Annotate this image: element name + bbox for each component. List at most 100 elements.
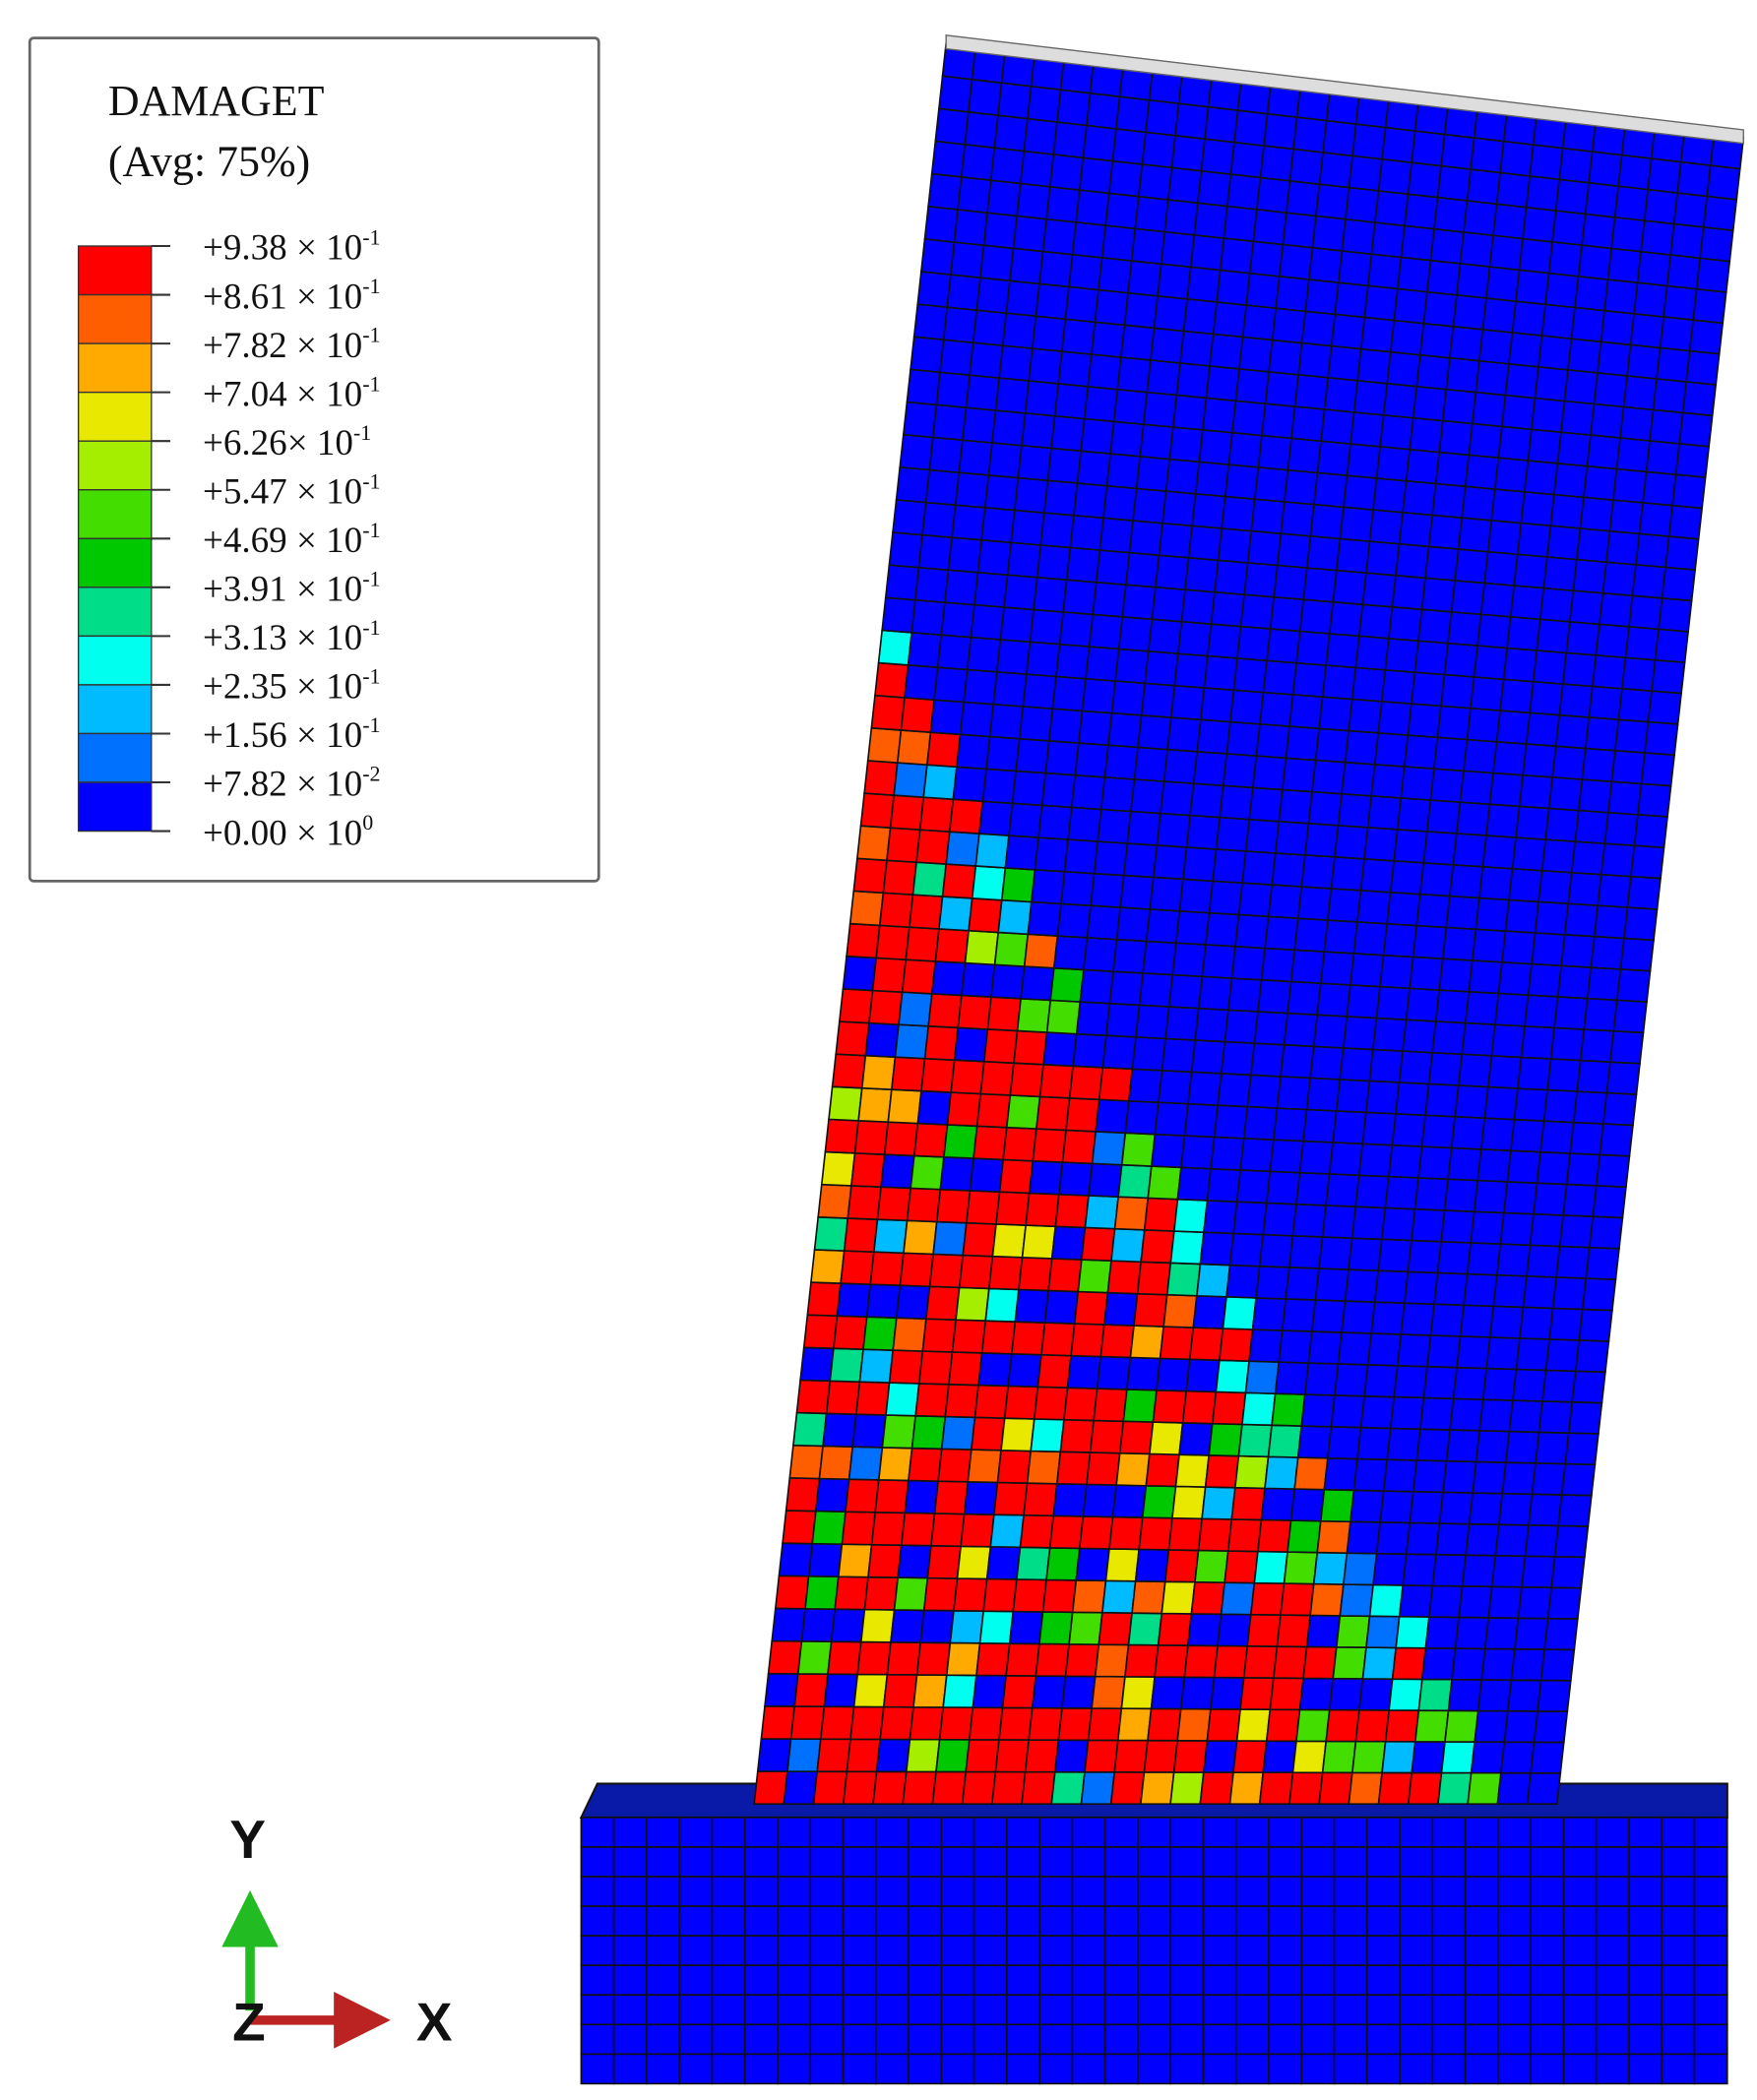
wall-element	[1050, 1770, 1086, 1806]
wall-element	[1384, 1709, 1420, 1743]
wall-element	[1411, 130, 1446, 167]
base-element	[1399, 1876, 1434, 1907]
wall-element	[1269, 595, 1305, 633]
wall-element	[946, 1091, 982, 1128]
wall-element	[1440, 133, 1475, 170]
wall-element	[1238, 336, 1274, 373]
wall-element	[1315, 183, 1350, 220]
label-exponent: 0	[362, 810, 373, 834]
base-element	[842, 1935, 877, 1967]
wall-element	[1053, 382, 1090, 420]
wall-element	[1108, 970, 1145, 1007]
wall-element	[1348, 1771, 1383, 1806]
wall-element	[1082, 1483, 1118, 1518]
base-element	[1038, 1964, 1074, 1997]
wall-element	[1172, 1198, 1209, 1234]
wall-element	[847, 1185, 882, 1221]
wall-element	[1153, 294, 1189, 333]
base-element	[1103, 2023, 1139, 2056]
wall-element	[1087, 1707, 1123, 1742]
wall-element	[1108, 1515, 1144, 1551]
wall-element	[1225, 173, 1262, 211]
base-element	[612, 1935, 648, 1967]
wall-element	[1476, 1148, 1512, 1183]
base-element	[777, 1846, 812, 1878]
base-element	[1333, 1994, 1368, 2026]
wall-element	[1470, 1210, 1505, 1245]
base-element	[875, 1876, 910, 1907]
wall-element	[1532, 649, 1568, 685]
wall-element	[1018, 706, 1054, 742]
wall-element	[1115, 906, 1152, 943]
wall-element	[1647, 157, 1682, 194]
label-exponent: -1	[362, 615, 380, 640]
wall-element	[892, 1317, 927, 1352]
wall-element	[1145, 1452, 1180, 1488]
wall-element	[1287, 1234, 1324, 1269]
wall-element	[1028, 1706, 1063, 1742]
wall-element	[1549, 493, 1585, 529]
base-element	[1234, 1846, 1270, 1878]
wall-element	[898, 991, 933, 1027]
wall-element	[1321, 1204, 1357, 1240]
wall-element	[1119, 874, 1155, 910]
wall-element	[875, 924, 910, 961]
wall-element	[1524, 994, 1559, 1029]
wall-element	[1509, 585, 1545, 621]
wall-element	[1614, 718, 1650, 754]
wall-element	[1452, 833, 1487, 868]
wall-element	[1356, 347, 1392, 385]
wall-element	[1485, 803, 1521, 838]
base-element	[1333, 2023, 1368, 2056]
wall-element	[1613, 185, 1650, 222]
base-element	[1562, 1964, 1598, 1997]
wall-element	[1024, 1739, 1060, 1773]
wall-element	[1276, 1076, 1312, 1111]
base-element	[1202, 1846, 1237, 1878]
wall-element	[881, 1414, 917, 1450]
wall-element	[1492, 203, 1528, 240]
base-element	[1497, 1876, 1533, 1907]
wall-element	[840, 1250, 875, 1286]
wall-element	[868, 989, 904, 1026]
wall-element	[1109, 1771, 1146, 1806]
wall-element	[816, 1738, 851, 1773]
wall-element	[934, 928, 971, 964]
wall-element	[1174, 909, 1211, 946]
wall-element	[1515, 805, 1550, 840]
wall-element	[1187, 525, 1224, 562]
wall-element	[1132, 487, 1167, 525]
wall-element	[1380, 1206, 1416, 1242]
wall-element	[1388, 1678, 1423, 1711]
wall-element	[1478, 865, 1514, 901]
wall-element	[1100, 1579, 1137, 1614]
base-element	[646, 2053, 681, 2085]
wall-element	[1521, 1555, 1556, 1589]
wall-element	[1045, 1547, 1081, 1581]
base-element	[809, 1905, 845, 1937]
wall-element	[1610, 749, 1646, 785]
wall-element	[1129, 1325, 1165, 1360]
legend-title: DAMAGET	[108, 77, 325, 125]
wall-element	[1375, 985, 1412, 1021]
wall-element	[1071, 220, 1107, 259]
wall-element	[1084, 1195, 1120, 1230]
wall-element	[1084, 1739, 1119, 1773]
base-element	[1202, 1964, 1237, 1997]
base-element	[1202, 1817, 1237, 1848]
wall-element	[1257, 978, 1292, 1015]
wall-element	[1016, 182, 1051, 220]
wall-element	[1368, 1048, 1404, 1083]
wall-element	[874, 661, 910, 699]
wall-element	[1185, 814, 1222, 850]
wall-element	[1501, 1461, 1537, 1496]
wall-element	[1278, 1329, 1313, 1364]
base-element	[1464, 1817, 1499, 1848]
wall-element	[1035, 1095, 1071, 1132]
wall-element	[1305, 534, 1342, 572]
wall-element	[1511, 836, 1547, 872]
wall-element	[1135, 455, 1171, 492]
base-element	[777, 1817, 812, 1848]
wall-element	[1348, 154, 1384, 192]
wall-element	[1597, 340, 1632, 377]
